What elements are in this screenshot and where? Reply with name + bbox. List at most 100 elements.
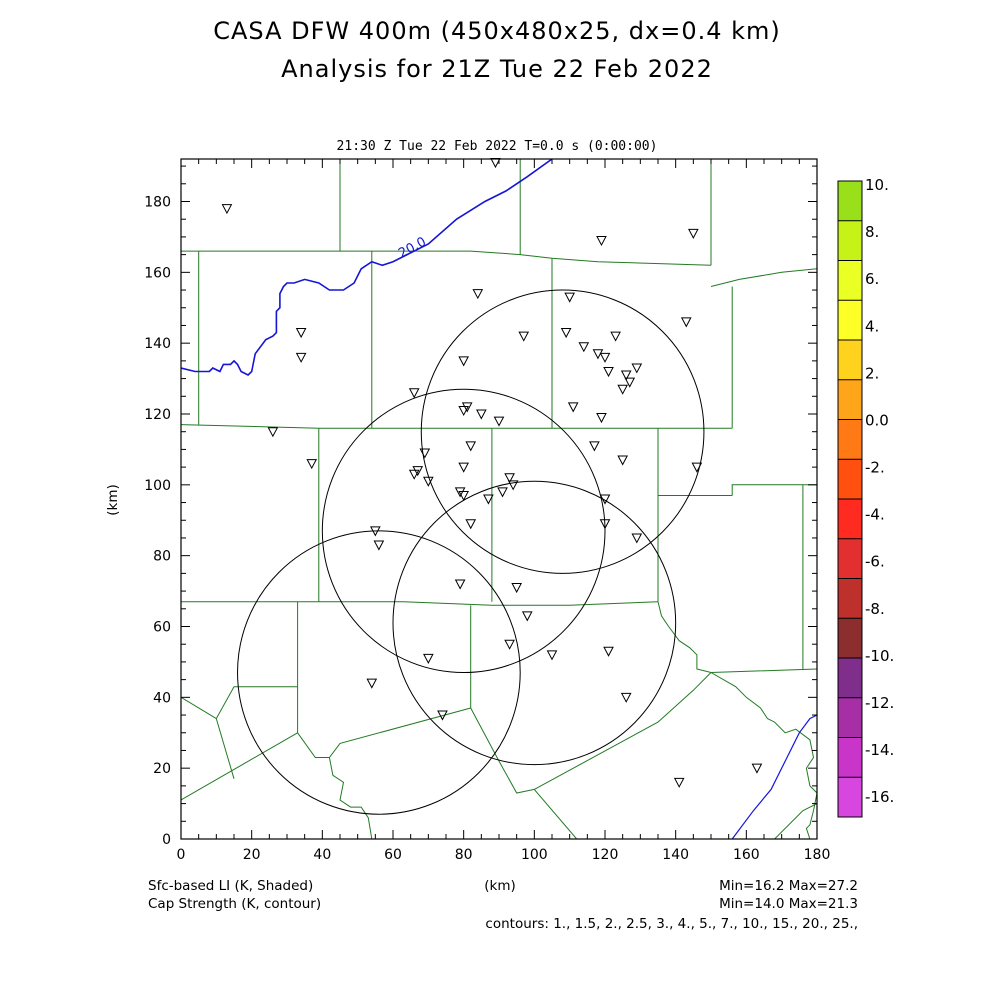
county-line [215, 718, 235, 779]
station-marker [546, 650, 558, 661]
station-marker [458, 462, 469, 473]
colorbar-swatch [838, 499, 862, 540]
y-tick-label: 180 [144, 195, 171, 211]
station-marker [437, 710, 448, 721]
colorbar-frame [837, 180, 863, 818]
station-marker [624, 377, 636, 388]
station-marker [610, 331, 621, 342]
county-line [328, 757, 373, 839]
station-marker [412, 466, 424, 477]
y-tick-label: 160 [144, 265, 171, 281]
county-line [534, 672, 712, 790]
station-marker [599, 352, 611, 363]
station-marker [497, 487, 508, 498]
colorbar-swatch [838, 538, 862, 579]
station-marker [461, 402, 473, 413]
colorbar-swatch [838, 220, 862, 261]
contour-levels: contours: 1., 1.5, 2., 2.5, 3., 4., 5., … [485, 916, 858, 932]
colorbar-label: 4. [865, 317, 879, 335]
x-tick-label: 160 [733, 847, 760, 863]
county-line [181, 686, 298, 720]
contour-label: 20.0 [396, 235, 429, 262]
station-marker [295, 328, 307, 339]
colorbar-swatch [838, 777, 862, 818]
station-marker [419, 448, 431, 459]
x-tick-label: 140 [662, 847, 689, 863]
x-axis-label: (km) [484, 878, 516, 894]
station-markers [221, 158, 763, 788]
station-marker [603, 367, 614, 378]
colorbar-swatch [838, 260, 862, 301]
station-marker [408, 469, 420, 480]
colorbar-label: 8. [865, 223, 879, 241]
y-tick-label: 40 [153, 690, 171, 706]
radar-range-ring [392, 480, 677, 766]
contour-line-20 [181, 159, 553, 376]
station-marker [454, 579, 466, 590]
station-marker [267, 427, 279, 438]
y-tick-label: 0 [162, 832, 171, 848]
colorbar-label: -14. [865, 741, 894, 759]
colorbar-swatch [838, 618, 862, 659]
y-tick-label: 80 [153, 549, 171, 565]
station-marker [567, 402, 579, 413]
shaded-field-label: Sfc-based LI (K, Shaded) [148, 878, 313, 894]
station-marker [599, 519, 611, 530]
station-marker [631, 533, 643, 544]
station-marker [366, 678, 378, 689]
axis-tick-labels: 0 20 40 60 80 100 120 140 160 180 0 20 40 60 80 100 120 1… [144, 195, 830, 864]
x-tick-label: 20 [243, 847, 261, 863]
x-tick-label: 0 [177, 847, 186, 863]
county-boundaries [181, 159, 817, 839]
station-marker [370, 526, 381, 537]
station-marker [423, 476, 434, 487]
station-marker [560, 328, 572, 339]
x-tick-label: 40 [313, 847, 331, 863]
station-marker [631, 363, 643, 374]
station-marker [751, 763, 763, 774]
station-marker [458, 405, 469, 417]
axis-ticks [180, 159, 818, 840]
station-marker [423, 653, 434, 664]
colorbar-label: 10. [865, 176, 889, 194]
x-tick-label: 180 [804, 847, 831, 863]
radar-range-ring [321, 388, 606, 674]
colorbar-swatch [838, 737, 862, 778]
station-marker [295, 352, 307, 363]
radar-range-rings [237, 289, 705, 815]
station-marker [476, 409, 487, 420]
station-marker [408, 388, 420, 399]
station-marker [596, 413, 607, 424]
county-line [774, 803, 817, 839]
colorbar-swatch [838, 578, 862, 619]
colorbar-swatch [838, 658, 862, 699]
station-marker [504, 473, 515, 484]
county-line [181, 707, 471, 801]
station-marker [306, 459, 318, 470]
station-marker [691, 462, 703, 473]
station-marker [596, 235, 607, 247]
radar-range-ring [237, 530, 521, 815]
colorbar-label: -10. [865, 647, 894, 665]
station-marker [465, 441, 477, 452]
station-marker [578, 342, 590, 353]
station-marker [599, 494, 611, 505]
contour-minmax: Min=14.0 Max=21.3 [719, 896, 858, 912]
cap-strength-contours: 20.0 [181, 159, 817, 839]
colorbar-swatch [838, 419, 862, 460]
county-line [470, 707, 535, 794]
station-marker [472, 289, 484, 300]
chart-title-line1: CASA DFW 400m (450x480x25, dx=0.4 km) [213, 17, 781, 45]
y-tick-label: 20 [153, 761, 171, 777]
y-tick-label: 100 [144, 478, 171, 494]
station-marker [507, 480, 519, 491]
colorbar-swatch [838, 459, 862, 500]
station-marker [465, 519, 477, 530]
station-marker [603, 646, 614, 657]
colorbar-swatch [838, 181, 862, 222]
station-marker [564, 292, 575, 303]
county-line [181, 424, 733, 429]
station-marker [518, 331, 530, 342]
station-marker [221, 204, 233, 215]
station-marker [504, 639, 515, 650]
